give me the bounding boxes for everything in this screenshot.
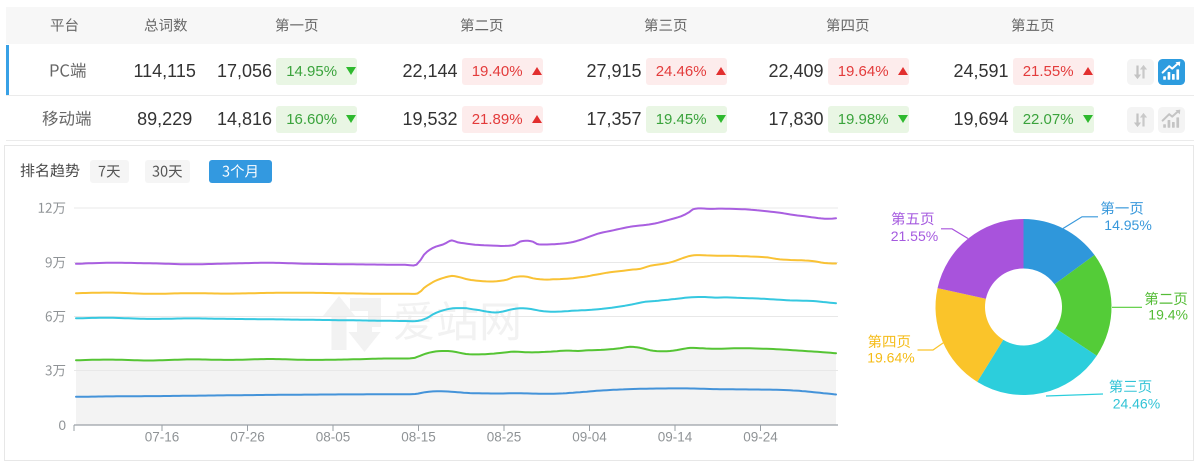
svg-text:08-05: 08-05 xyxy=(316,430,351,445)
svg-text:0: 0 xyxy=(58,418,66,433)
svg-text:19.4%: 19.4% xyxy=(1148,306,1188,322)
svg-text:08-15: 08-15 xyxy=(401,430,436,445)
svg-text:07-16: 07-16 xyxy=(145,430,180,445)
svg-text:07-26: 07-26 xyxy=(230,430,265,445)
svg-text:21.55%: 21.55% xyxy=(891,228,938,244)
svg-text:14.95%: 14.95% xyxy=(1104,217,1151,233)
svg-text:09-14: 09-14 xyxy=(658,430,693,445)
svg-text:09-04: 09-04 xyxy=(572,430,607,445)
svg-text:09-24: 09-24 xyxy=(743,430,778,445)
svg-text:08-25: 08-25 xyxy=(487,430,522,445)
svg-text:24.46%: 24.46% xyxy=(1113,395,1160,411)
svg-text:19.64%: 19.64% xyxy=(867,350,914,366)
